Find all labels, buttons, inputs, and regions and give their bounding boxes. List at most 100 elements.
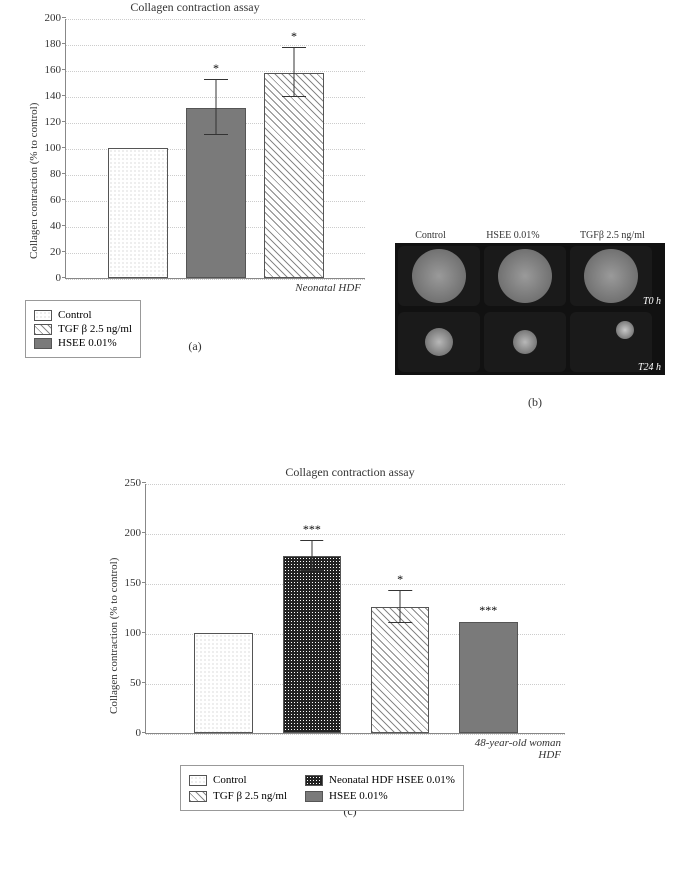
ytick-mark	[62, 277, 66, 278]
bar	[194, 633, 253, 733]
legend-label: Control	[58, 309, 92, 321]
bar: *	[264, 73, 324, 278]
ytick-label: 150	[125, 577, 147, 589]
ytick-mark	[142, 582, 146, 583]
gel-disc	[584, 249, 638, 303]
ytick-label: 100	[45, 142, 67, 154]
gridline	[66, 279, 365, 280]
ytick-mark	[142, 632, 146, 633]
gridline	[66, 45, 365, 46]
gel-disc	[498, 249, 552, 303]
chart-c: Collagen contraction assay Collagen cont…	[90, 465, 610, 819]
gel-disc	[616, 321, 634, 339]
gel-disc	[425, 328, 453, 356]
gridline	[146, 534, 565, 535]
well-headers: Control HSEE 0.01% TGFβ 2.5 ng/ml	[395, 230, 665, 241]
well	[398, 312, 480, 372]
significance-marker: ***	[479, 603, 497, 618]
legend-swatch	[305, 775, 323, 786]
panel-b: Control HSEE 0.01% TGFβ 2.5 ng/ml T0 h T24 …	[395, 230, 675, 420]
ytick-label: 40	[50, 220, 66, 232]
ytick-label: 0	[136, 727, 147, 739]
well-row: T24 h	[395, 309, 665, 375]
legend-item: TGF β 2.5 ng/ml	[189, 790, 287, 802]
error-cap	[204, 134, 228, 135]
ytick-mark	[62, 95, 66, 96]
ytick-label: 60	[50, 194, 66, 206]
chart-c-annotation: 48-year-old woman HDF	[471, 737, 561, 761]
legend-item: TGF β 2.5 ng/ml	[34, 323, 132, 335]
ytick-mark	[142, 482, 146, 483]
timepoint-label: T24 h	[638, 362, 661, 373]
error-bar	[311, 541, 312, 571]
bar: ***	[283, 556, 342, 733]
gridline	[146, 484, 565, 485]
chart-c-ylabel: Collagen contraction (% to control)	[108, 558, 120, 714]
bar-fill	[264, 73, 324, 278]
significance-marker: *	[397, 572, 403, 587]
error-cap	[388, 590, 412, 591]
legend-item: HSEE 0.01%	[305, 790, 455, 802]
ytick-mark	[62, 199, 66, 200]
well	[484, 312, 566, 372]
ytick-label: 50	[130, 677, 146, 689]
panel-b-sublabel: (b)	[395, 395, 675, 410]
ytick-label: 250	[125, 477, 147, 489]
bar: *	[371, 607, 430, 733]
well-grid: Control HSEE 0.01% TGFβ 2.5 ng/ml T0 h T24 …	[395, 230, 665, 375]
bar-fill	[459, 622, 518, 733]
error-cap	[282, 96, 306, 97]
well-header: Control	[415, 230, 446, 241]
bar	[108, 148, 168, 278]
bar-fill	[108, 148, 168, 278]
timepoint-label: T0 h	[643, 296, 661, 307]
well-rows: T0 h T24 h	[395, 243, 665, 375]
gel-disc	[513, 330, 537, 354]
legend-item: Neonatal HDF HSEE 0.01%	[305, 774, 455, 786]
significance-marker: *	[291, 29, 297, 44]
ytick-mark	[62, 69, 66, 70]
ytick-label: 200	[45, 12, 67, 24]
bar-fill	[371, 607, 430, 733]
error-cap	[282, 47, 306, 48]
ytick-mark	[62, 43, 66, 44]
chart-a-legend: ControlTGF β 2.5 ng/mlHSEE 0.01%	[25, 300, 141, 358]
ytick-mark	[142, 732, 146, 733]
legend-item: Control	[34, 309, 132, 321]
legend-swatch	[34, 310, 52, 321]
gel-disc	[412, 249, 466, 303]
ytick-mark	[62, 225, 66, 226]
well	[570, 246, 652, 306]
error-cap	[300, 570, 324, 571]
legend-label: TGF β 2.5 ng/ml	[58, 323, 132, 335]
chart-a: Collagen contraction assay Collagen cont…	[10, 0, 380, 354]
legend-swatch	[189, 791, 207, 802]
ytick-label: 160	[45, 64, 67, 76]
legend-label: Control	[213, 774, 247, 786]
significance-marker: *	[213, 61, 219, 76]
error-bar	[216, 80, 217, 135]
ytick-label: 0	[56, 272, 67, 284]
legend-item: Control	[189, 774, 287, 786]
chart-a-annotation: Neonatal HDF	[295, 282, 361, 294]
legend-swatch	[34, 324, 52, 335]
error-cap	[204, 79, 228, 80]
panel-c: Collagen contraction assay Collagen cont…	[90, 465, 610, 885]
ytick-label: 120	[45, 116, 67, 128]
bar: *	[186, 108, 246, 278]
well-header: TGFβ 2.5 ng/ml	[580, 230, 645, 241]
error-cap	[300, 540, 324, 541]
gridline	[146, 584, 565, 585]
ytick-mark	[142, 682, 146, 683]
bar-fill	[194, 633, 253, 733]
legend-swatch	[189, 775, 207, 786]
chart-a-plot: Collagen contraction (% to control) Neon…	[65, 19, 365, 279]
ytick-mark	[62, 251, 66, 252]
legend-label: HSEE 0.01%	[329, 790, 388, 802]
bar-fill	[283, 556, 342, 733]
ytick-mark	[62, 173, 66, 174]
well-row: T0 h	[395, 243, 665, 309]
chart-c-plot: Collagen contraction (% to control) 48-y…	[145, 484, 565, 734]
significance-marker: ***	[303, 522, 321, 537]
well-header: HSEE 0.01%	[486, 230, 539, 241]
